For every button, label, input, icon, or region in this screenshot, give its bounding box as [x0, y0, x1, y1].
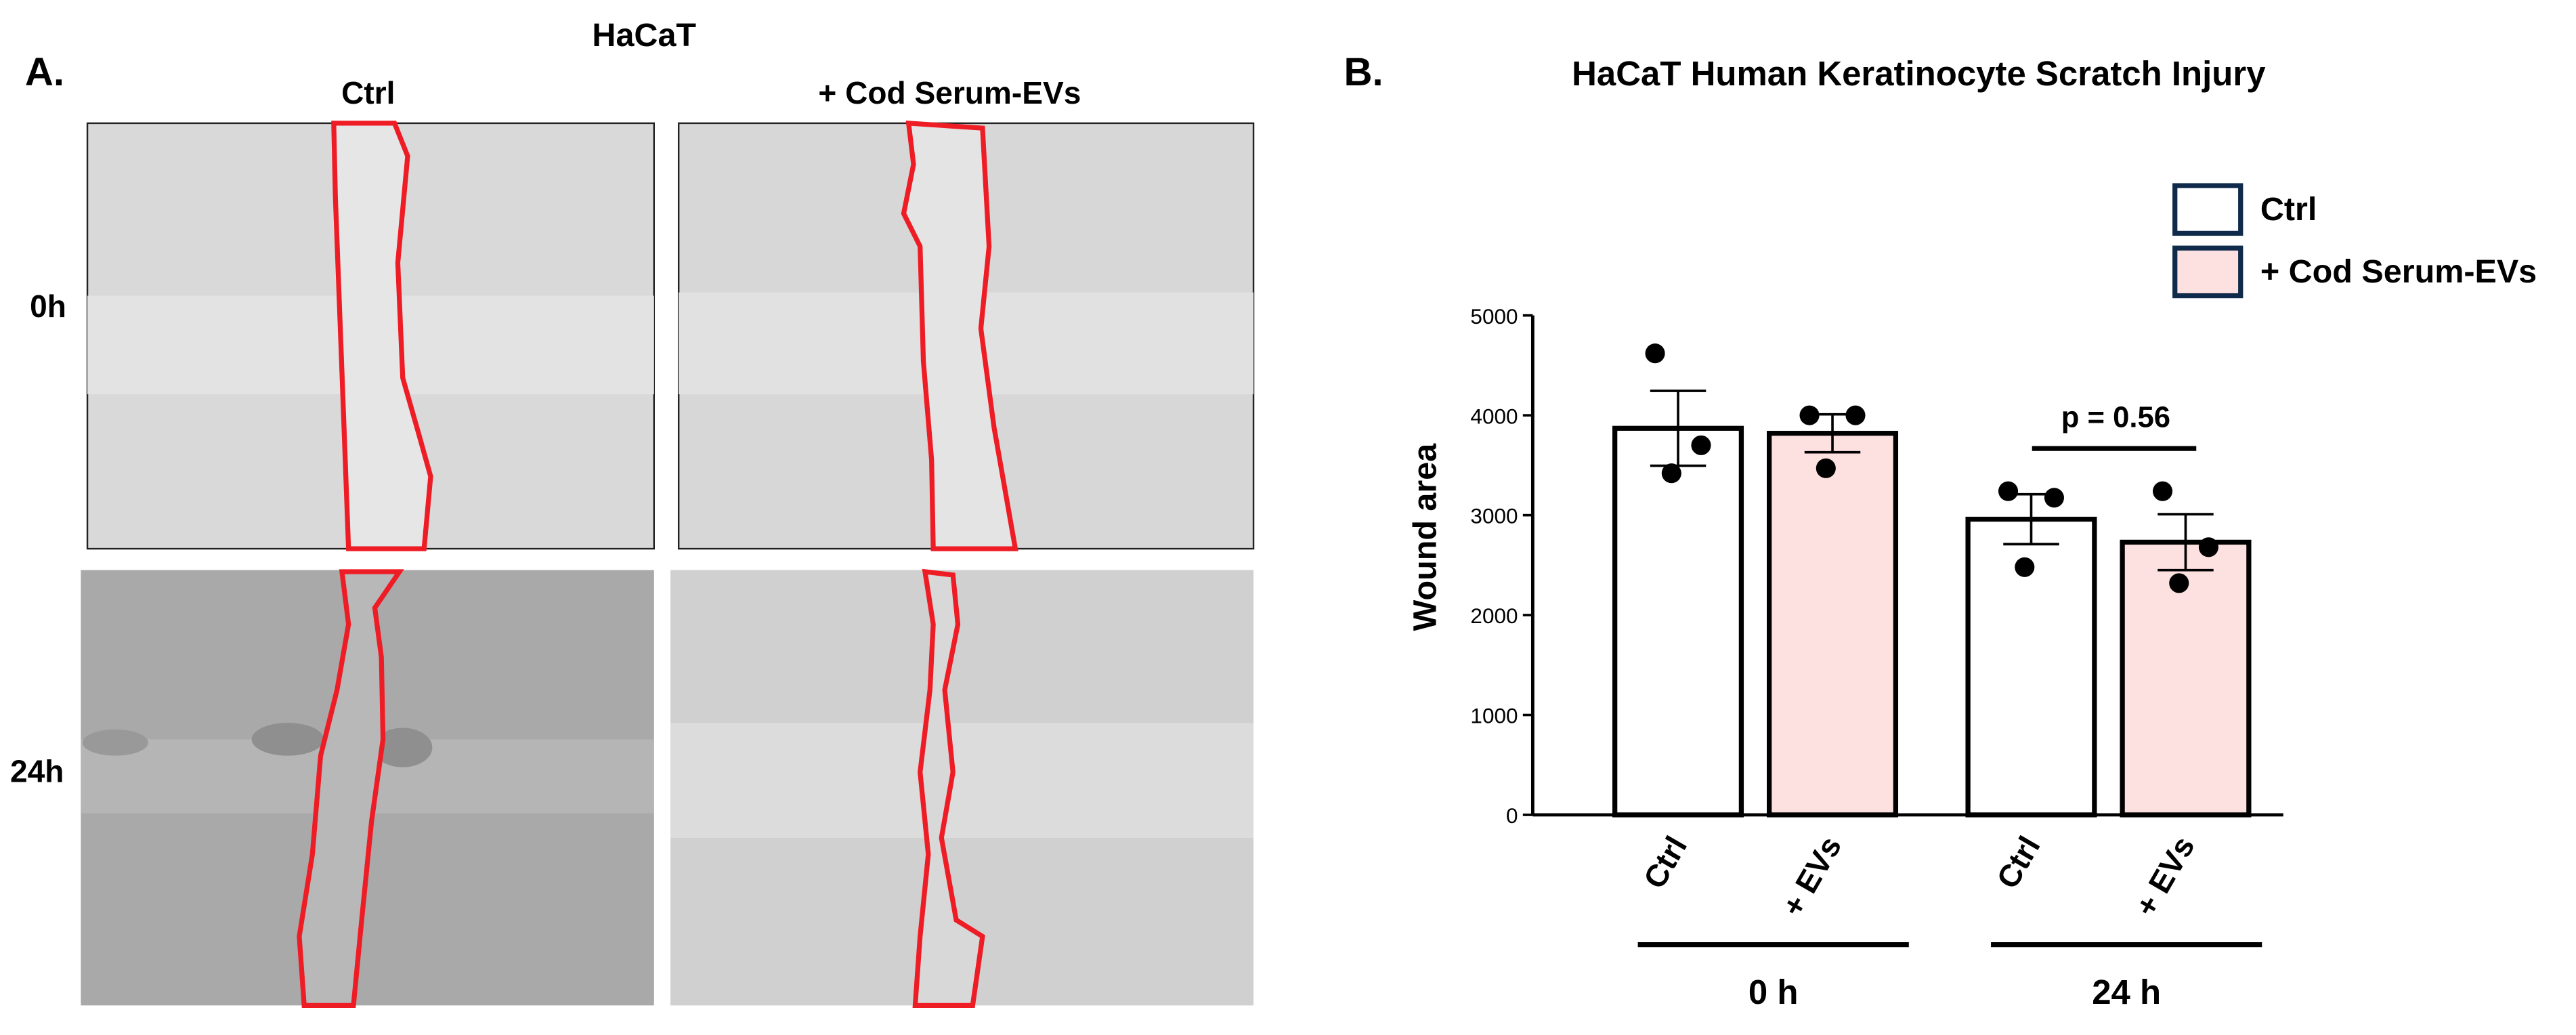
panel-label: A. [25, 50, 64, 94]
row-label: 24h [10, 753, 64, 788]
data-point [1998, 481, 2019, 501]
annotation: p = 0.56 [2061, 401, 2170, 434]
data-point [2198, 537, 2218, 557]
bar [1767, 431, 1899, 818]
data-point [1661, 463, 1681, 484]
column-label: + Cod Serum-EVs [818, 75, 1081, 110]
x-tick-label: + EVs [1775, 830, 1848, 923]
data-point [1691, 435, 1711, 455]
y-tick-label: 2000 [1470, 604, 1518, 628]
data-point [2015, 557, 2035, 577]
data-point [1799, 405, 1820, 425]
legend-label: + Cod Serum-EVs [2260, 253, 2537, 290]
y-axis-label: Wound area [1407, 443, 1443, 631]
group-label: 0 h [1748, 973, 1799, 1011]
data-point [2169, 573, 2189, 593]
y-tick-label: 4000 [1470, 404, 1518, 428]
legend-swatch [2172, 245, 2244, 299]
panel-title: HaCaT [592, 17, 696, 54]
legend-swatch [2172, 183, 2244, 236]
row-label: 0h [30, 289, 66, 324]
micrograph [677, 120, 1255, 551]
data-point [1645, 343, 1665, 364]
panel-label: B. [1344, 50, 1383, 94]
y-tick-label: 5000 [1470, 304, 1518, 329]
y-tick-label: 0 [1506, 803, 1518, 828]
data-point [1845, 405, 1866, 425]
x-tick-label: Ctrl [1637, 830, 1694, 895]
micrograph [86, 121, 656, 551]
y-tick-label: 1000 [1470, 704, 1518, 728]
chart-title: HaCaT Human Keratinocyte Scratch Injury [1572, 54, 2266, 93]
legend-label: Ctrl [2260, 191, 2317, 228]
bar [2120, 539, 2252, 818]
column-label: Ctrl [341, 75, 395, 110]
x-tick-label: + EVs [2128, 830, 2201, 923]
data-point [2044, 488, 2064, 508]
micrograph [670, 568, 1254, 1008]
x-tick-label: Ctrl [1990, 830, 2047, 895]
y-tick-label: 3000 [1470, 504, 1518, 528]
micrograph [81, 569, 654, 1008]
data-point [1816, 458, 1836, 478]
bar [1612, 425, 1744, 818]
data-point [2152, 481, 2173, 501]
group-label: 24 h [2092, 973, 2161, 1011]
